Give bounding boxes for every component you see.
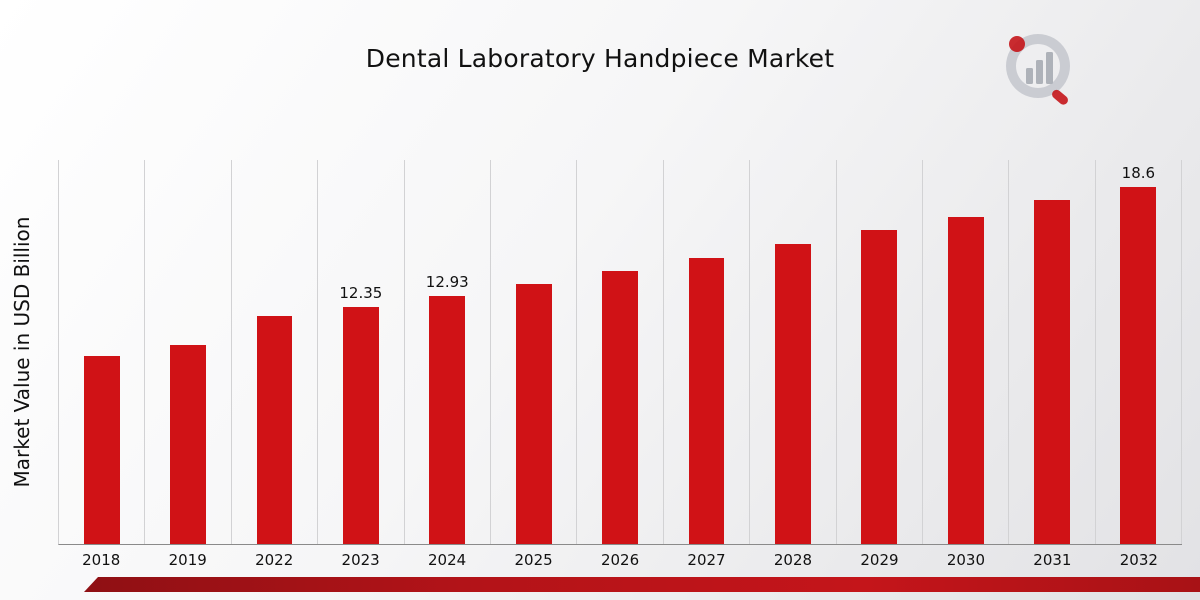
brand-logo xyxy=(1006,34,1071,105)
x-tick-label: 2029 xyxy=(860,551,899,569)
x-tick-label: 2024 xyxy=(428,551,467,569)
bar-2023: 12.35 xyxy=(339,284,382,544)
bar-value-label: 12.35 xyxy=(339,283,383,302)
bar-column xyxy=(59,160,146,544)
logo-ring-icon xyxy=(1006,34,1071,105)
bar-2022 xyxy=(256,315,293,544)
bar-column xyxy=(232,160,319,544)
bar-column xyxy=(664,160,751,544)
chart-title: Dental Laboratory Handpiece Market xyxy=(365,44,835,73)
bottom-accent-ribbon xyxy=(84,577,1200,592)
bar-2027 xyxy=(688,257,725,544)
plot-area: 12.35 12.93 18.6 xyxy=(58,160,1183,545)
bar-2032: 18.6 xyxy=(1120,164,1157,544)
x-tick-label: 2028 xyxy=(773,551,813,569)
logo-bar-icon xyxy=(1046,52,1053,84)
x-tick-label: 2027 xyxy=(687,551,726,569)
x-tick-label: 2022 xyxy=(255,551,294,569)
bar-column xyxy=(923,160,1010,544)
bar-column xyxy=(1009,160,1096,544)
bar-column: 12.93 xyxy=(405,160,491,544)
x-tick-label: 2019 xyxy=(168,551,207,569)
bar-2025 xyxy=(515,283,552,544)
bar-column xyxy=(837,160,923,544)
bar-column: 18.6 xyxy=(1096,160,1183,544)
logo-bar-icon xyxy=(1036,60,1043,84)
bar-column xyxy=(491,160,578,544)
bar-column: 12.35 xyxy=(318,160,405,544)
bar-2018 xyxy=(83,355,120,544)
y-axis-label: Market Value in USD Billion xyxy=(10,216,34,488)
x-tick-label: 2031 xyxy=(1033,551,1072,569)
logo-magnifier-handle-icon xyxy=(1052,89,1068,105)
bar-value-label: 18.6 xyxy=(1121,163,1156,182)
bar-2024: 12.93 xyxy=(426,273,469,544)
x-tick-label: 2026 xyxy=(600,551,640,569)
bar-2030 xyxy=(947,216,984,544)
x-axis-labels: 2018 2019 2022 2023 2024 2025 2026 2027 2028 2029… xyxy=(58,551,1182,569)
bar-column xyxy=(577,160,664,544)
bar-2031 xyxy=(1034,200,1070,544)
x-tick-label: 2023 xyxy=(341,551,380,569)
bar-2026 xyxy=(602,271,638,544)
bar-value-label: 12.93 xyxy=(425,272,469,291)
x-tick-label: 2025 xyxy=(514,551,553,569)
logo-dot-icon xyxy=(1009,36,1025,52)
bar-column xyxy=(750,160,837,544)
x-tick-label: 2018 xyxy=(82,551,121,569)
x-tick-label: 2032 xyxy=(1119,551,1158,569)
bar-column xyxy=(145,160,232,544)
bar-2028 xyxy=(774,244,811,544)
x-tick-label: 2030 xyxy=(946,551,986,569)
bar-2029 xyxy=(861,230,898,544)
bar-2019 xyxy=(170,345,207,544)
logo-bar-icon xyxy=(1026,68,1033,84)
